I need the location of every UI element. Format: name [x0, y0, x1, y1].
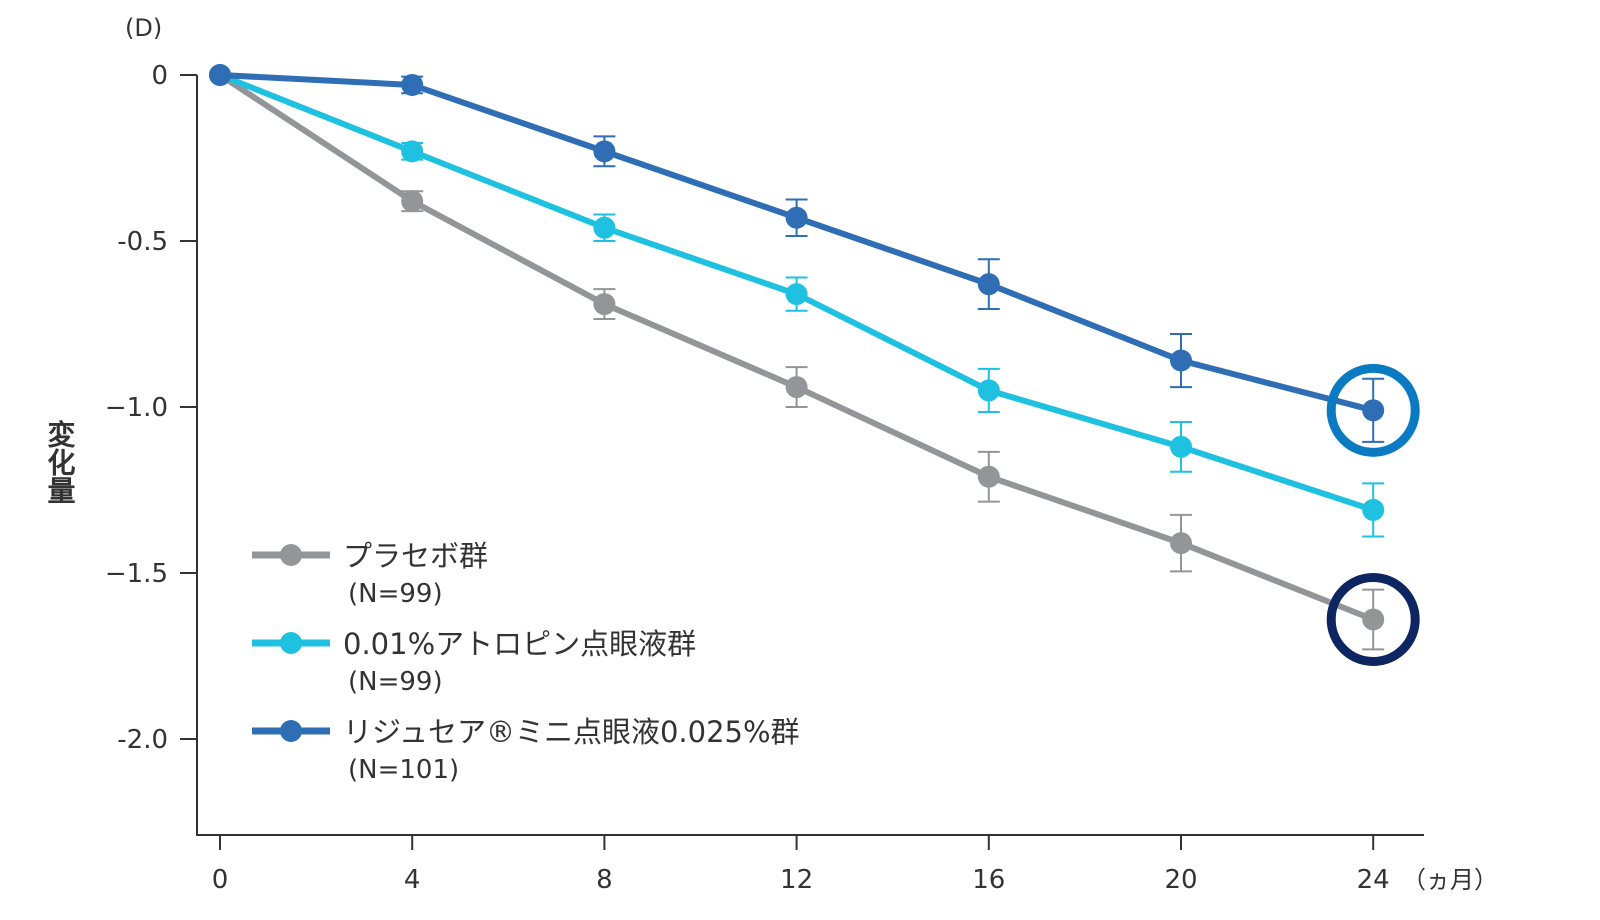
- x-tick-label: 24: [1357, 865, 1390, 895]
- y-tick-label: −1.5: [105, 559, 168, 589]
- series-line: [219, 72, 1374, 414]
- legend-marker: [280, 544, 302, 566]
- data-point: [401, 140, 424, 163]
- legend-label: プラセボ群: [343, 539, 488, 573]
- x-tick-label: 12: [780, 865, 813, 895]
- data-point: [209, 64, 231, 86]
- x-tick-label: 16: [972, 865, 1005, 895]
- legend-marker: [280, 720, 302, 742]
- data-point: [785, 376, 808, 399]
- data-point: [977, 465, 1000, 488]
- y-tick-label: 0: [151, 61, 168, 91]
- data-point: [401, 73, 424, 96]
- data-point: [593, 216, 616, 239]
- y-tick-label: −1.0: [105, 393, 168, 423]
- legend-marker: [280, 632, 302, 654]
- series-line: [218, 72, 1375, 623]
- data-point: [1362, 399, 1385, 422]
- highlight-circle: [1326, 363, 1420, 457]
- legend-label: 0.01%アトロピン点眼液群: [343, 627, 696, 661]
- x-tick-label: 8: [596, 865, 613, 895]
- plot-area: [209, 64, 1420, 666]
- series-0: [209, 64, 1385, 651]
- data-point: [1170, 349, 1192, 372]
- y-tick-label: -2.0: [117, 725, 168, 755]
- data-point: [785, 206, 808, 229]
- legend-n: (N=99): [348, 579, 443, 609]
- x-tick-label: 4: [404, 865, 421, 895]
- data-point: [1170, 435, 1192, 458]
- series-2: [209, 64, 1385, 443]
- legend: プラセボ群 (N=99) 0.01%アトロピン点眼液群 (N=99) リジュセア®ミニ点…: [252, 539, 800, 785]
- highlight-circle: [1326, 572, 1420, 666]
- data-point: [401, 190, 424, 213]
- series-1: [209, 64, 1385, 538]
- y-tick-label: -0.5: [117, 227, 168, 257]
- y-unit-label: (D): [125, 14, 162, 42]
- data-point: [1362, 608, 1385, 631]
- x-tick-label: 20: [1164, 865, 1197, 895]
- data-point: [1170, 532, 1192, 555]
- legend-n: (N=99): [348, 667, 443, 697]
- data-point: [785, 283, 808, 306]
- axes: 0 -0.5 −1.0 −1.5 -2.0 0 4 8 12 16 20 24: [105, 61, 1424, 895]
- data-point: [593, 293, 616, 316]
- data-point: [1362, 498, 1385, 521]
- y-axis-label: 変化量: [44, 419, 77, 504]
- legend-n: (N=101): [348, 755, 459, 785]
- data-point: [593, 140, 616, 163]
- legend-label: リジュセア®ミニ点眼液0.025%群: [343, 715, 800, 749]
- data-point: [977, 273, 1000, 296]
- data-point: [977, 379, 1000, 402]
- x-tick-label: 0: [212, 865, 229, 895]
- x-unit-label: （ヵ月）: [1402, 866, 1498, 894]
